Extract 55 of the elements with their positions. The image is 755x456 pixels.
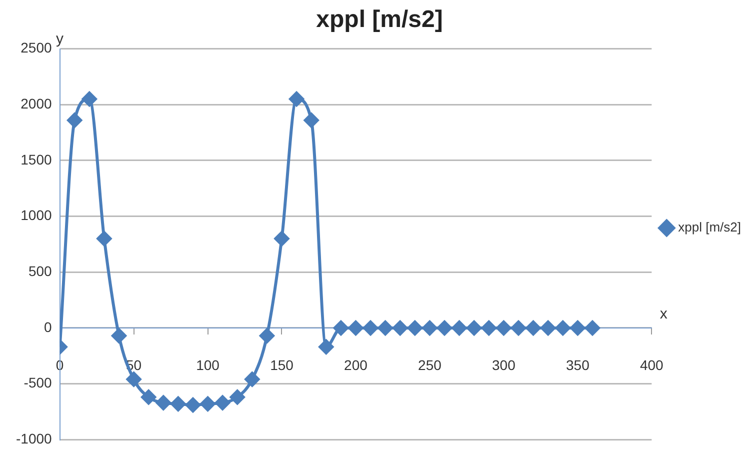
point <box>348 320 364 336</box>
point <box>170 396 186 412</box>
point <box>392 320 408 336</box>
point <box>555 320 570 336</box>
x-tick-label: 400 <box>640 357 664 374</box>
y-axis-title: y <box>56 30 64 48</box>
point <box>215 395 230 410</box>
point <box>111 328 126 344</box>
point <box>244 372 260 387</box>
y-tick-label: -500 <box>24 374 52 391</box>
point <box>422 320 438 336</box>
point <box>526 320 541 336</box>
point <box>126 372 142 387</box>
point <box>230 390 245 405</box>
point <box>185 397 200 412</box>
point <box>452 320 467 336</box>
y-tick-label: 500 <box>28 262 52 279</box>
point <box>67 112 82 128</box>
point <box>318 339 334 354</box>
point <box>570 320 586 336</box>
point <box>156 395 171 410</box>
point <box>496 320 512 336</box>
y-tick-label: 2000 <box>20 95 52 112</box>
point <box>141 390 156 405</box>
point <box>584 320 600 336</box>
point <box>200 396 216 412</box>
x-tick-label: 200 <box>344 357 368 374</box>
legend-label: xppl [m/s2] <box>678 220 742 235</box>
y-tick-label: 1000 <box>20 207 52 224</box>
x-axis-title: x <box>660 306 668 323</box>
point <box>510 320 526 336</box>
point <box>481 320 496 336</box>
point <box>540 320 556 336</box>
point <box>363 320 378 336</box>
x-tick-label: 150 <box>270 357 294 374</box>
point <box>304 112 319 128</box>
point <box>259 328 274 344</box>
point <box>466 320 482 336</box>
x-tick-label: 350 <box>566 357 590 374</box>
point <box>274 231 290 246</box>
x-tick-label: 300 <box>492 357 516 374</box>
point <box>407 320 422 336</box>
point <box>333 320 348 336</box>
point <box>437 320 452 336</box>
point <box>96 231 112 246</box>
point <box>378 320 393 336</box>
point <box>289 92 304 107</box>
y-tick-label: 1500 <box>20 151 52 168</box>
y-tick-label: 0 <box>44 318 52 335</box>
chart-title: xppl [m/s2] <box>316 6 443 34</box>
y-tick-label: -1000 <box>16 430 52 446</box>
x-tick-label: 100 <box>196 357 220 374</box>
x-tick-label: 250 <box>418 357 442 374</box>
point <box>82 92 97 107</box>
y-tick-label: 2500 <box>20 40 52 56</box>
